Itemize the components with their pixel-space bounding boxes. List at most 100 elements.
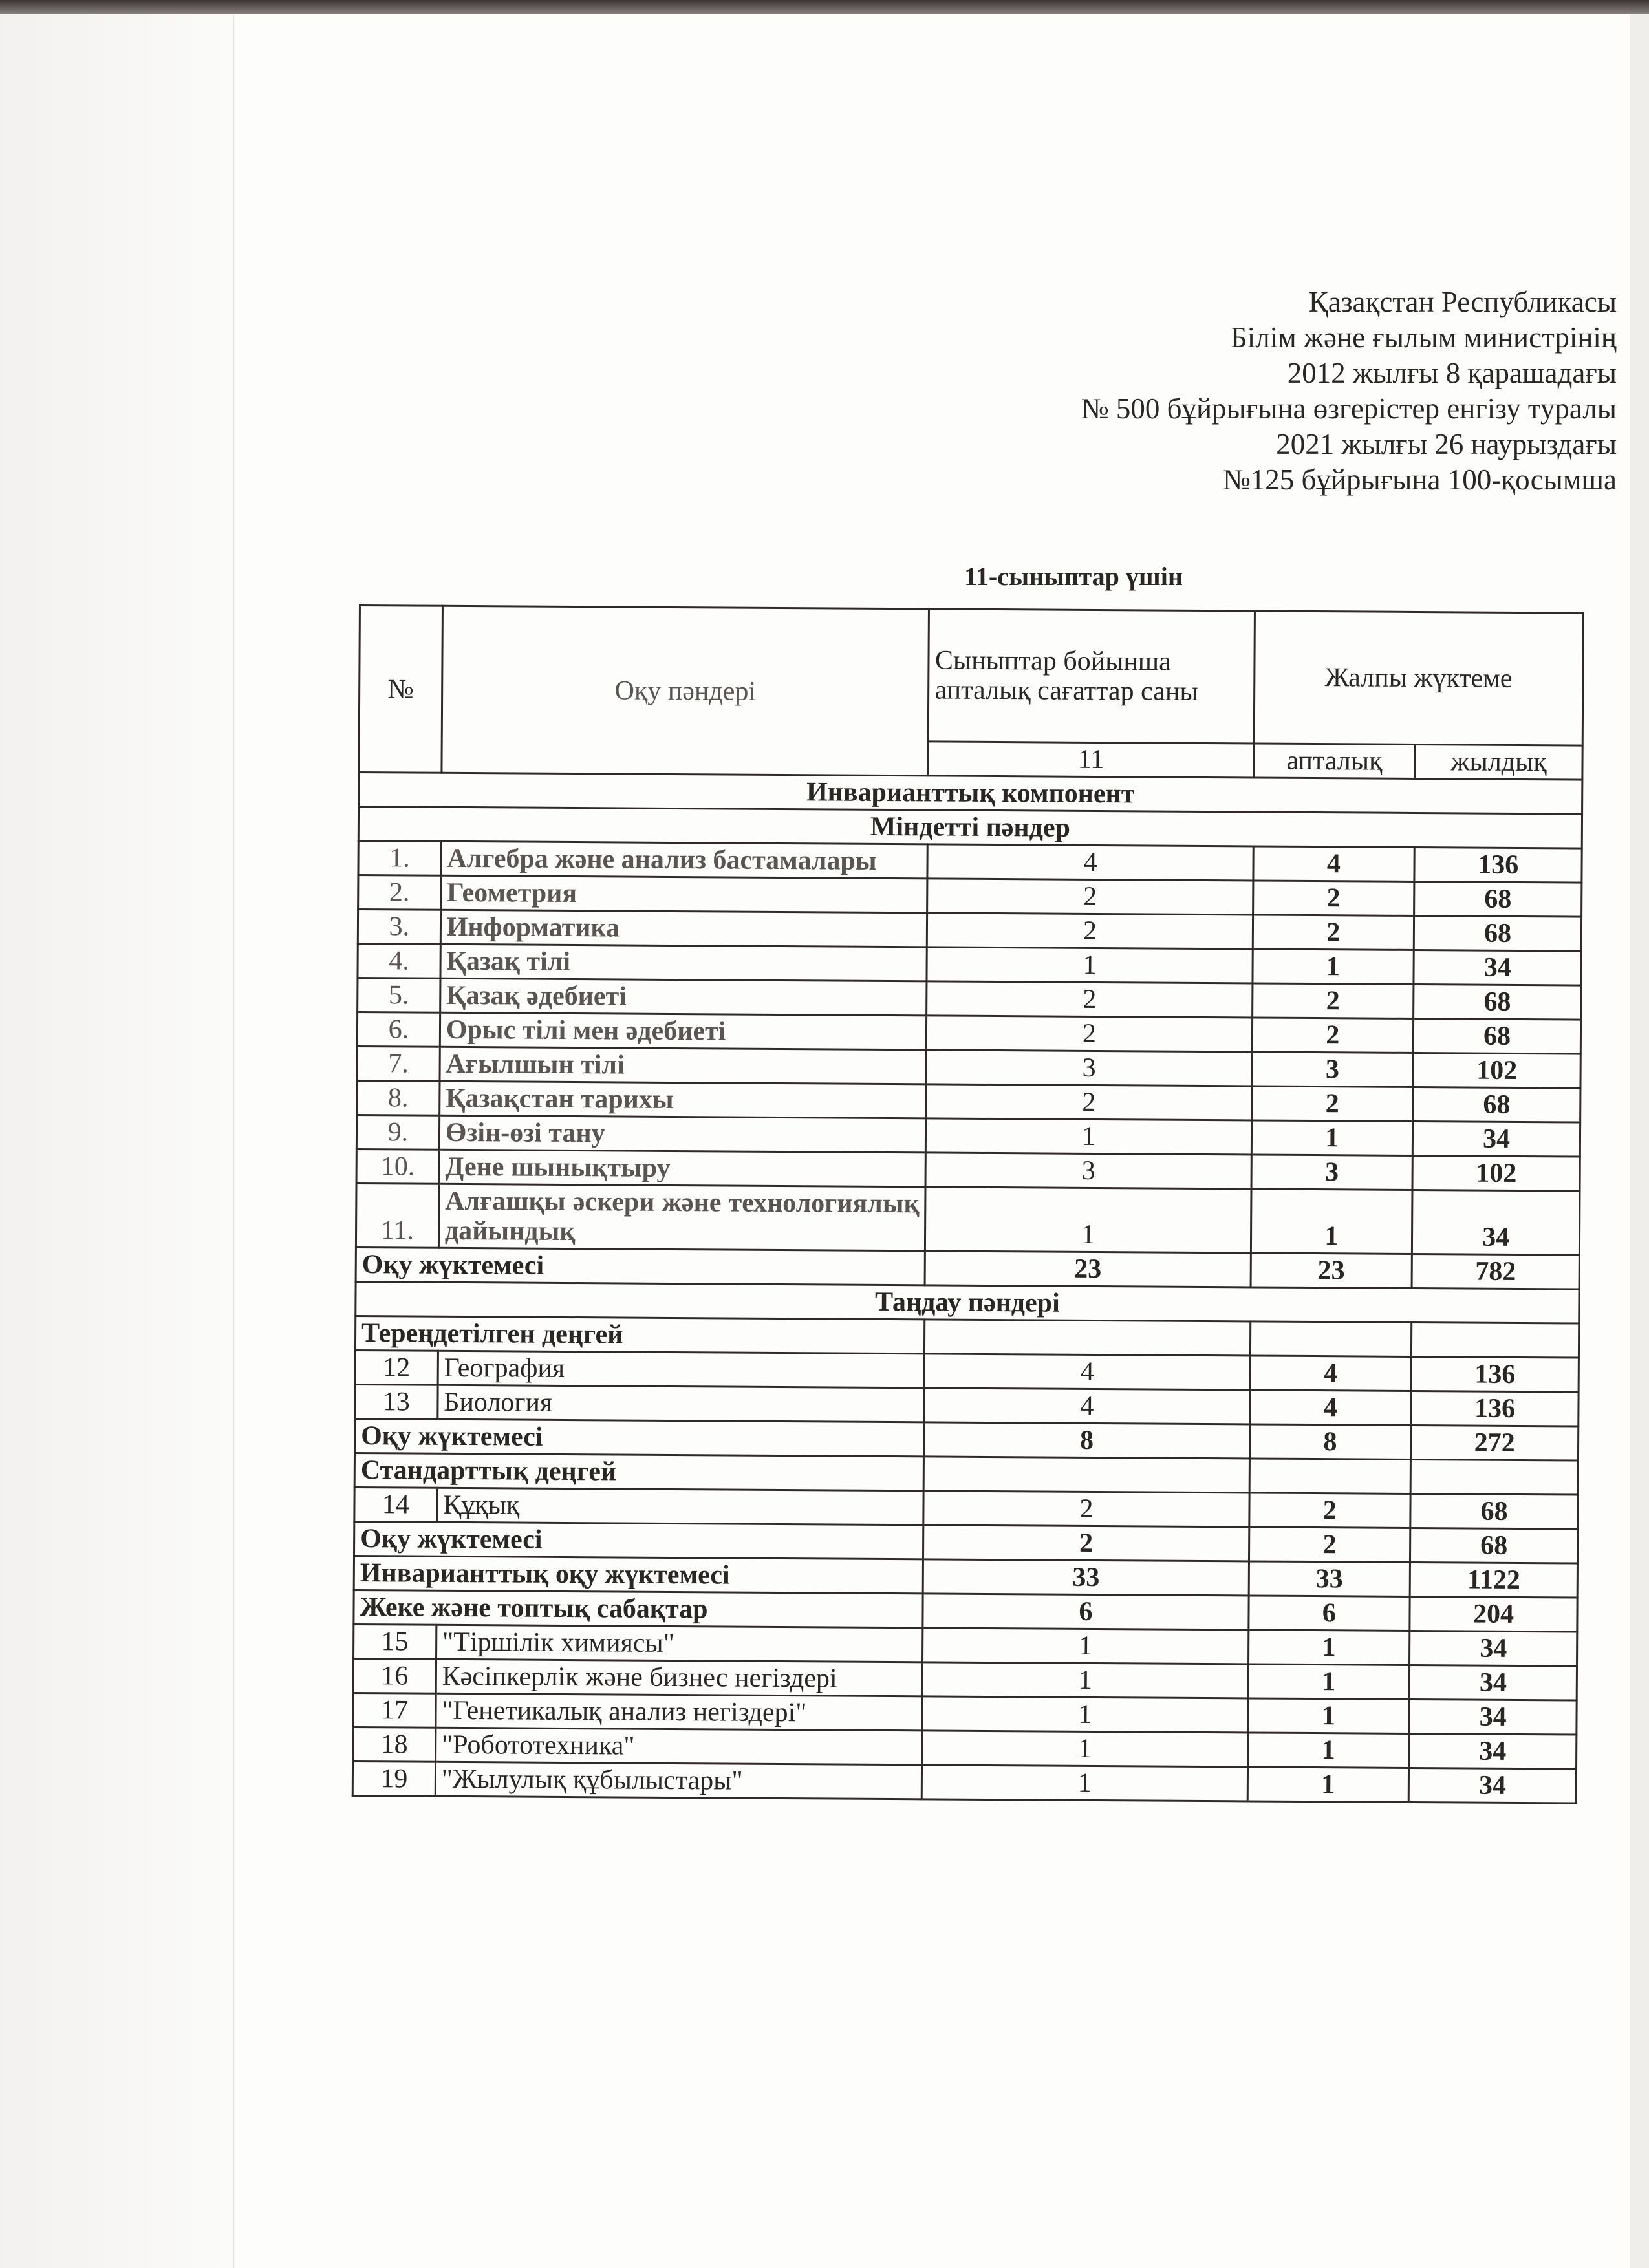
row-weekly: 1 xyxy=(1247,1664,1410,1700)
table-row: 19 "Жылулық құбылыстары" 1 1 34 xyxy=(352,1761,1577,1804)
row-yearly: 68 xyxy=(1413,1018,1581,1054)
row-class-11-hours: 4 xyxy=(924,1387,1250,1424)
row-yearly: 68 xyxy=(1410,1493,1579,1530)
total-label: Оқу жүктемесі xyxy=(354,1521,924,1559)
row-number: 13 xyxy=(354,1384,438,1420)
row-subject: "Генетикалық анализ негіздері" xyxy=(435,1693,923,1731)
total-class-11: 6 xyxy=(923,1593,1249,1630)
row-class-11-hours: 3 xyxy=(926,1049,1252,1086)
row-yearly: 102 xyxy=(1413,1053,1581,1089)
total-weekly: 8 xyxy=(1249,1424,1412,1460)
row-weekly: 2 xyxy=(1253,880,1415,916)
total-label: Оқу жүктемесі xyxy=(354,1418,925,1457)
header-weekly: апталық xyxy=(1253,743,1416,779)
row-weekly: 4 xyxy=(1253,846,1415,882)
section-label: Стандарттық деңгей xyxy=(354,1453,924,1491)
row-class-11-hours: 4 xyxy=(927,844,1253,881)
row-subject: Қазақ әдебиеті xyxy=(440,978,927,1016)
row-yearly: 34 xyxy=(1408,1768,1577,1804)
row-class-11-hours: 1 xyxy=(922,1730,1248,1767)
row-yearly: 34 xyxy=(1412,1190,1580,1256)
row-number: 9. xyxy=(356,1115,440,1150)
row-number: 5. xyxy=(357,978,440,1013)
total-weekly: 33 xyxy=(1248,1561,1410,1597)
row-weekly: 1 xyxy=(1248,1629,1410,1665)
document-title: 11-сыныптар үшін xyxy=(964,562,1183,591)
row-number: 8. xyxy=(356,1080,440,1116)
row-class-11-hours: 1 xyxy=(922,1662,1249,1698)
header-line: 2012 жылғы 8 қарашадағы xyxy=(1287,357,1617,389)
row-weekly: 1 xyxy=(1252,948,1414,985)
total-class-11: 23 xyxy=(925,1250,1251,1287)
row-class-11-hours: 2 xyxy=(923,1490,1249,1527)
row-yearly: 136 xyxy=(1414,847,1582,883)
row-number: 2. xyxy=(358,875,441,910)
empty-cell xyxy=(924,1319,1251,1356)
total-label: Жеке және топтық сабақтар xyxy=(353,1590,923,1628)
row-weekly: 1 xyxy=(1247,1732,1410,1768)
empty-cell xyxy=(1249,1321,1412,1357)
scan-top-edge xyxy=(0,0,1649,14)
row-class-11-hours: 2 xyxy=(927,912,1253,949)
row-number: 19 xyxy=(352,1761,436,1797)
row-class-11-hours: 1 xyxy=(921,1764,1248,1801)
curriculum-table: № Оқу пәндері Сыныптар бойынша апталық с… xyxy=(352,604,1584,1804)
row-weekly: 1 xyxy=(1247,1698,1410,1734)
row-class-11-hours: 3 xyxy=(925,1152,1251,1189)
row-class-11-hours: 2 xyxy=(926,1015,1253,1052)
row-yearly: 34 xyxy=(1412,1121,1580,1157)
row-number: 7. xyxy=(357,1046,440,1082)
empty-cell xyxy=(1411,1322,1579,1358)
row-subject: "Тіршілік химиясы" xyxy=(436,1625,923,1662)
row-subject: Кәсіпкерлік және бизнес негіздері xyxy=(436,1659,923,1696)
row-subject: Биология xyxy=(437,1385,925,1422)
row-number: 14 xyxy=(354,1487,437,1523)
row-class-11-hours: 1 xyxy=(925,1118,1252,1155)
row-subject: Ағылшын тілі xyxy=(439,1047,927,1084)
header-weekly-by-class: Сыныптар бойынша апталық сағаттар саны xyxy=(928,608,1255,744)
row-class-11-hours: 1 xyxy=(925,1186,1251,1253)
header-line: № 500 бұйрығына өзгерістер енгізу туралы xyxy=(1081,392,1617,425)
row-number: 1. xyxy=(358,840,442,876)
table-row: 11. Алғашқы әскери және технологиялық дай… xyxy=(356,1183,1580,1256)
row-yearly: 34 xyxy=(1414,950,1582,986)
row-weekly: 4 xyxy=(1249,1389,1412,1426)
row-class-11-hours: 1 xyxy=(927,947,1253,983)
row-yearly: 68 xyxy=(1414,881,1582,917)
row-subject: Орыс тілі мен әдебиеті xyxy=(440,1012,927,1050)
row-weekly: 4 xyxy=(1249,1355,1412,1391)
row-subject: Қазақ тілі xyxy=(440,944,927,981)
row-weekly: 2 xyxy=(1252,983,1414,1019)
row-subject: География xyxy=(437,1351,925,1388)
total-yearly: 782 xyxy=(1412,1254,1580,1290)
row-yearly: 136 xyxy=(1411,1391,1579,1427)
row-subject: Құқық xyxy=(436,1488,924,1525)
row-number: 3. xyxy=(358,909,441,945)
row-number: 12 xyxy=(355,1350,438,1385)
row-number: 10. xyxy=(356,1149,440,1184)
row-weekly: 1 xyxy=(1250,1188,1413,1254)
empty-cell xyxy=(923,1456,1249,1493)
header-line: Білім және ғылым министрінің xyxy=(1230,321,1617,354)
row-class-11-hours: 2 xyxy=(927,981,1253,1018)
row-yearly: 34 xyxy=(1409,1699,1577,1735)
row-subject: Геометрия xyxy=(440,875,928,913)
row-subject: "Робототехника" xyxy=(435,1728,923,1765)
row-class-11-hours: 1 xyxy=(922,1696,1248,1733)
total-class-11: 33 xyxy=(923,1559,1249,1596)
section-label: Тереңдетілген деңгей xyxy=(355,1316,925,1354)
total-yearly: 68 xyxy=(1410,1528,1578,1564)
row-yearly: 102 xyxy=(1412,1155,1580,1192)
document-header: Қазақстан Республикасы Білім және ғылым … xyxy=(1081,284,1617,498)
row-weekly: 2 xyxy=(1249,1492,1411,1528)
row-number: 15 xyxy=(353,1624,436,1660)
row-subject: Өзін-өзі тану xyxy=(439,1115,927,1153)
row-subject: "Жылулық құбылыстары" xyxy=(435,1762,923,1799)
row-yearly: 68 xyxy=(1413,984,1581,1020)
empty-cell xyxy=(1249,1458,1411,1494)
empty-cell xyxy=(1410,1459,1579,1495)
row-number: 17 xyxy=(352,1693,436,1728)
total-label: Инварианттық оқу жүктемесі xyxy=(354,1556,923,1594)
total-weekly: 6 xyxy=(1248,1595,1410,1631)
row-yearly: 68 xyxy=(1414,915,1582,952)
